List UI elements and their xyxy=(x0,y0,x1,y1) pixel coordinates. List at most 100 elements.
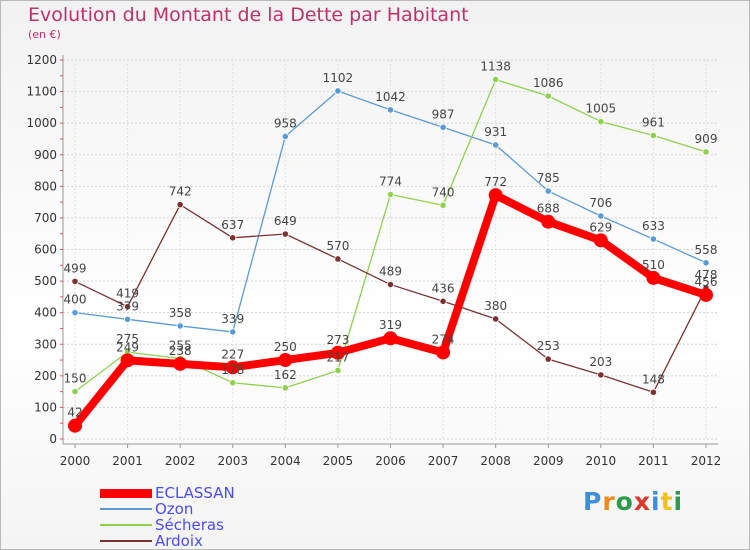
series-line-ozon xyxy=(74,90,707,333)
data-label: 379 xyxy=(116,299,139,313)
data-point xyxy=(281,230,289,238)
data-label: 162 xyxy=(274,368,297,382)
data-label: 688 xyxy=(537,202,560,216)
chart-subtitle: (en €) xyxy=(28,28,61,41)
y-tick-label: 600 xyxy=(34,243,57,257)
data-point xyxy=(383,331,398,346)
legend-item: Ozon xyxy=(100,501,320,517)
data-label: 400 xyxy=(64,293,87,307)
data-point xyxy=(176,322,184,330)
data-point xyxy=(492,75,500,84)
data-point xyxy=(439,201,447,209)
data-point xyxy=(386,106,395,114)
data-point xyxy=(173,356,188,371)
legend-item: Sécheras xyxy=(100,517,320,533)
data-label: 649 xyxy=(274,214,297,228)
data-point xyxy=(436,345,451,360)
x-tick-label: 2000 xyxy=(60,454,91,468)
data-label: 478 xyxy=(695,268,718,282)
logo-letter: o xyxy=(615,487,634,516)
data-point xyxy=(386,280,395,289)
data-point xyxy=(649,388,658,396)
data-point xyxy=(702,259,710,267)
data-label: 380 xyxy=(484,299,507,313)
data-label: 275 xyxy=(116,332,139,346)
data-point xyxy=(597,212,605,220)
data-label: 1086 xyxy=(533,76,564,90)
data-label: 637 xyxy=(221,218,244,232)
data-point xyxy=(646,270,661,285)
data-point xyxy=(597,371,605,379)
data-label: 489 xyxy=(379,265,402,279)
data-point xyxy=(229,328,237,336)
y-tick-label: 300 xyxy=(34,337,57,351)
data-point xyxy=(71,309,79,317)
data-point xyxy=(71,277,79,285)
data-point xyxy=(386,190,395,199)
x-tick-label: 2005 xyxy=(323,454,354,468)
legend-swatch xyxy=(100,540,152,542)
y-tick-label: 1100 xyxy=(26,85,57,99)
data-label: 250 xyxy=(274,340,297,354)
y-tick-label: 1200 xyxy=(26,53,57,67)
x-tick-label: 2002 xyxy=(165,454,196,468)
data-label: 742 xyxy=(169,185,192,199)
data-label: 958 xyxy=(274,116,297,130)
x-tick-label: 2008 xyxy=(480,454,511,468)
data-point xyxy=(281,384,289,392)
data-point xyxy=(492,315,500,323)
data-point xyxy=(229,379,237,387)
data-point xyxy=(334,87,342,95)
data-point xyxy=(649,235,658,243)
y-tick-label: 0 xyxy=(49,432,57,446)
x-tick-label: 2011 xyxy=(638,454,669,468)
data-point xyxy=(702,148,710,156)
data-label: 499 xyxy=(64,261,87,275)
legend-label: ECLASSAN xyxy=(155,484,235,502)
legend-swatch xyxy=(100,524,152,526)
data-label: 227 xyxy=(221,347,244,361)
data-point xyxy=(123,303,132,311)
y-tick-label: 800 xyxy=(34,179,57,193)
data-point xyxy=(281,132,289,141)
chart-title: Evolution du Montant de la Dette par Hab… xyxy=(28,4,469,26)
data-label: 274 xyxy=(432,332,455,346)
data-label: 419 xyxy=(116,287,139,301)
x-tick-label: 2009 xyxy=(533,454,564,468)
data-label: 772 xyxy=(484,175,507,189)
data-label: 558 xyxy=(695,243,718,257)
y-tick-label: 700 xyxy=(34,211,57,225)
data-point xyxy=(649,131,658,140)
legend: ECLASSAN Ozon Sécheras Ardoix xyxy=(100,485,320,549)
y-tick-label: 400 xyxy=(34,306,57,320)
x-tick-label: 2003 xyxy=(217,454,248,468)
y-tick-label: 100 xyxy=(34,400,57,414)
data-label: 249 xyxy=(116,340,139,354)
data-label: 931 xyxy=(484,125,507,139)
data-label: 510 xyxy=(642,258,665,272)
data-label: 203 xyxy=(589,355,612,369)
y-tick-label: 1000 xyxy=(26,116,57,130)
data-label: 255 xyxy=(169,338,192,352)
x-tick-label: 2007 xyxy=(428,454,459,468)
data-label: 273 xyxy=(326,333,349,347)
data-label: 436 xyxy=(432,281,455,295)
data-label: 1042 xyxy=(375,90,406,104)
data-label: 706 xyxy=(589,196,612,210)
data-point xyxy=(229,234,237,242)
data-label: 178 xyxy=(221,363,244,377)
x-tick-label: 2010 xyxy=(586,454,617,468)
data-label: 358 xyxy=(169,306,192,320)
data-label: 253 xyxy=(537,339,560,353)
data-point xyxy=(699,287,713,302)
logo-letter: t xyxy=(660,487,674,516)
logo-letter: r xyxy=(602,487,616,516)
data-point xyxy=(68,418,82,433)
data-point xyxy=(334,366,342,375)
data-label: 217 xyxy=(326,350,349,364)
data-point xyxy=(488,188,503,203)
proxiti-logo: Proxiti xyxy=(583,487,683,516)
data-label: 1102 xyxy=(323,71,354,85)
data-label: 319 xyxy=(379,318,402,332)
